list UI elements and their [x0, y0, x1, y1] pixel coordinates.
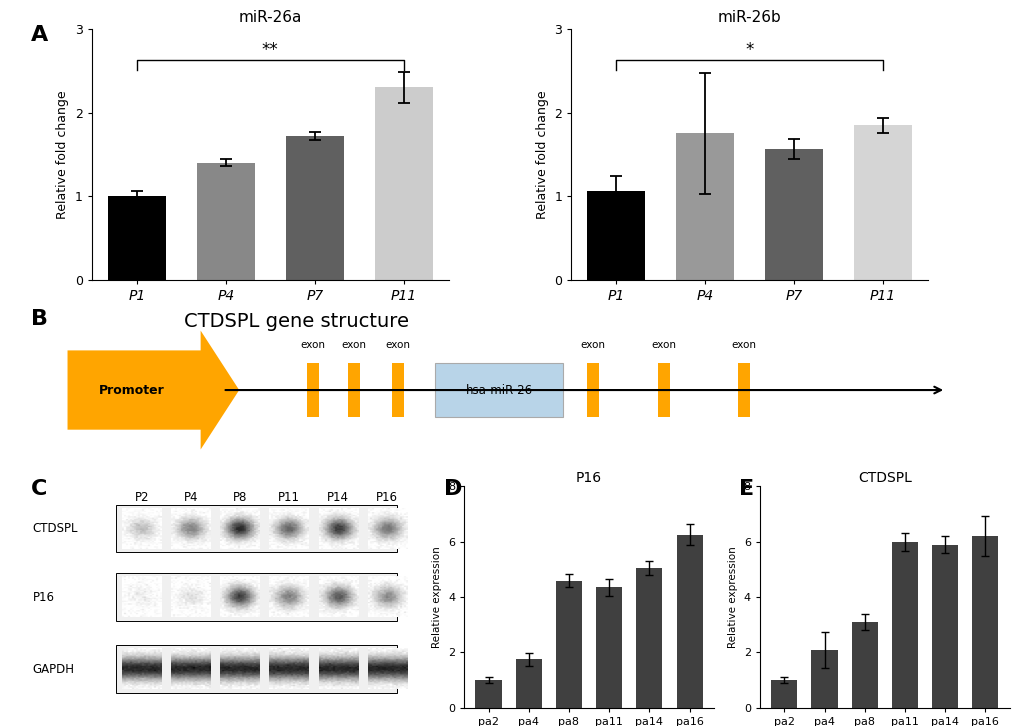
Bar	[931, 544, 957, 708]
Text: *: *	[745, 41, 753, 59]
Bar	[108, 196, 166, 280]
Text: C: C	[31, 479, 47, 499]
Text: D: D	[443, 479, 462, 499]
Text: E: E	[739, 479, 754, 499]
FancyBboxPatch shape	[67, 330, 239, 449]
Bar	[676, 134, 734, 280]
Text: P4: P4	[183, 491, 198, 504]
Title: miR-26b: miR-26b	[717, 10, 781, 25]
Text: hsa-miR-26: hsa-miR-26	[465, 383, 532, 396]
Bar	[516, 659, 541, 708]
Bar	[115, 574, 396, 621]
Text: Promoter: Promoter	[99, 383, 164, 396]
Bar	[811, 650, 837, 708]
Text: exon: exon	[385, 340, 410, 351]
Text: exon: exon	[731, 340, 756, 351]
Bar	[374, 88, 432, 280]
Bar	[853, 125, 911, 280]
Title: P16: P16	[576, 471, 601, 485]
Bar	[197, 163, 255, 280]
Text: CTDSPL: CTDSPL	[33, 522, 77, 535]
Bar	[595, 587, 622, 708]
Bar	[115, 505, 396, 552]
Bar	[475, 680, 501, 708]
Text: P16: P16	[376, 491, 397, 504]
Title: CTDSPL: CTDSPL	[857, 471, 911, 485]
Bar	[285, 136, 343, 280]
Text: P14: P14	[327, 491, 348, 504]
Bar	[770, 680, 797, 708]
Y-axis label: Relative fold change: Relative fold change	[535, 90, 548, 219]
Bar	[764, 150, 822, 280]
Bar	[434, 363, 562, 417]
Bar	[851, 622, 877, 708]
Y-axis label: Relative expression: Relative expression	[728, 546, 738, 648]
Text: A: A	[31, 25, 48, 46]
Bar	[657, 363, 669, 417]
Bar	[586, 363, 598, 417]
Text: P16: P16	[33, 591, 54, 603]
Bar	[587, 191, 645, 280]
Y-axis label: Relative fold change: Relative fold change	[56, 90, 69, 219]
Bar	[115, 645, 396, 693]
Bar	[391, 363, 404, 417]
Bar	[636, 568, 661, 708]
Bar	[891, 542, 917, 708]
Bar	[738, 363, 749, 417]
Bar	[555, 581, 582, 708]
Text: P8: P8	[232, 491, 247, 504]
Bar	[347, 363, 360, 417]
Text: CTDSPL gene structure: CTDSPL gene structure	[183, 312, 409, 331]
Text: B: B	[31, 309, 48, 329]
Y-axis label: Relative expression: Relative expression	[432, 546, 442, 648]
Text: exon: exon	[651, 340, 676, 351]
Bar	[971, 537, 998, 708]
Text: exon: exon	[300, 340, 325, 351]
Text: P11: P11	[278, 491, 300, 504]
Text: **: **	[262, 41, 278, 59]
Text: GAPDH: GAPDH	[33, 663, 74, 676]
Text: P2: P2	[135, 491, 149, 504]
Bar	[307, 363, 318, 417]
Text: exon: exon	[341, 340, 366, 351]
Text: exon: exon	[580, 340, 604, 351]
Title: miR-26a: miR-26a	[238, 10, 302, 25]
Bar	[676, 535, 702, 708]
